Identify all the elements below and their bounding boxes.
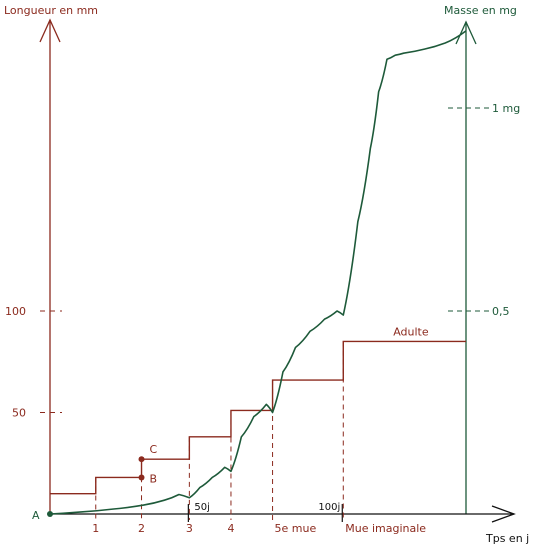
- left-axis-label: Longueur en mm: [4, 4, 98, 17]
- x-tick-label: 3: [186, 522, 193, 535]
- day-mark-label: 50j: [194, 502, 210, 513]
- left-tick-label: 100: [5, 305, 26, 318]
- x-tick-label: 1: [92, 522, 99, 535]
- series-layer: [49, 30, 467, 520]
- point-b-marker: [138, 474, 145, 481]
- point-c-label: C: [150, 443, 158, 456]
- x-tick-label: 4: [227, 522, 234, 535]
- point-b-label: B: [150, 472, 158, 485]
- labels-layer: A B C Adulte: [32, 325, 429, 522]
- day-mark-label: 100j: [318, 502, 340, 513]
- mass-series-line: [49, 30, 467, 515]
- x-axis-label: Tps en j: [485, 532, 529, 545]
- x-tick-label: 2: [138, 522, 145, 535]
- left-axis-arrow: [39, 18, 61, 43]
- x-axis-arrow: [491, 505, 516, 523]
- point-c-marker: [138, 456, 145, 463]
- right-tick-label: 0,5: [492, 305, 510, 318]
- axes: Longueur en mm Masse en mg Tps en j 50 100 0,…: [4, 4, 529, 545]
- annotation-label: Adulte: [393, 325, 429, 338]
- right-axis-arrow: [455, 20, 477, 45]
- left-tick-label: 50: [12, 407, 26, 420]
- right-axis-label: Masse en mg: [444, 4, 517, 17]
- right-tick-label: 1 mg: [492, 102, 520, 115]
- x-tick-label: Mue imaginale: [345, 522, 426, 535]
- point-a-marker: [47, 511, 53, 517]
- x-tick-label: 5e mue: [275, 522, 317, 535]
- point-a-label: A: [32, 509, 40, 522]
- length-series-line: [50, 340, 466, 495]
